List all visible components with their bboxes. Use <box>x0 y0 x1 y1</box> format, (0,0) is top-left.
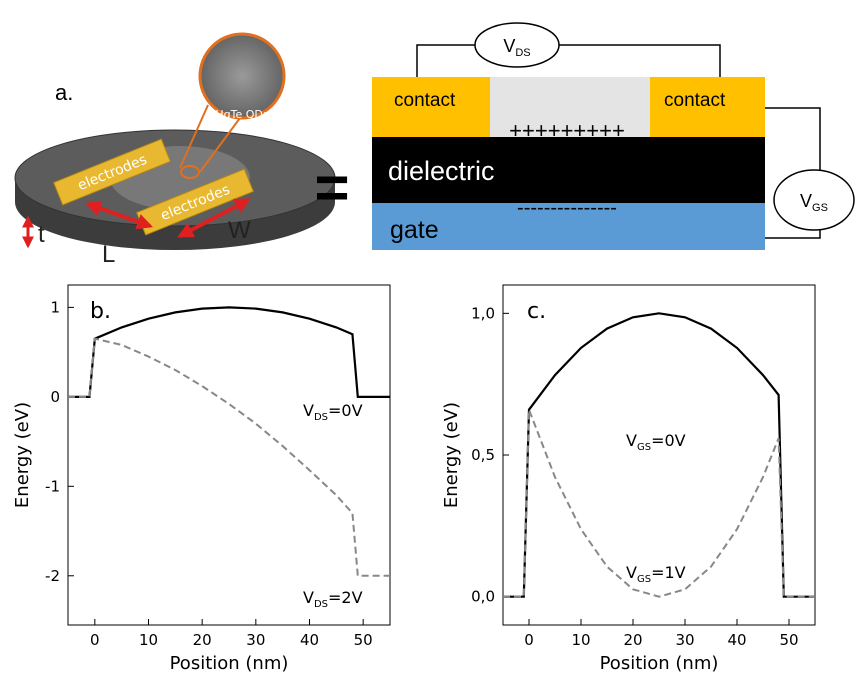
channel <box>490 77 650 137</box>
dielectric-layer <box>372 137 765 203</box>
voltage-symbol: V <box>800 191 812 211</box>
dimension-label: L <box>102 241 115 268</box>
x-axis-label: Position (nm) <box>170 653 289 674</box>
energy-curve <box>503 312 815 598</box>
annotation-symbol: V <box>626 563 637 582</box>
y-tick-label: -2 <box>45 567 60 585</box>
y-axis-label: Energy (eV) <box>441 402 462 508</box>
contact <box>372 77 490 137</box>
dimension-label: W <box>228 217 251 244</box>
x-axis-label: Position (nm) <box>600 653 719 674</box>
panel-label: a. <box>55 80 73 105</box>
annotation-value: =0V <box>651 431 686 450</box>
zoom-line <box>179 104 209 169</box>
dimension-label: t <box>38 221 45 248</box>
tem-inset <box>198 32 286 120</box>
y-tick-label: 0,5 <box>471 446 495 464</box>
x-tick-label: 30 <box>246 631 265 649</box>
y-tick-label: 1,0 <box>471 304 495 322</box>
width-arrow <box>177 198 251 238</box>
annotation-symbol: V <box>626 431 637 450</box>
vgs-source <box>773 169 855 231</box>
x-tick-label: 10 <box>139 631 158 649</box>
vgs-label: VGS <box>800 191 828 214</box>
x-tick-label: 30 <box>675 631 694 649</box>
contact-label: contact <box>664 90 726 111</box>
x-tick-label: 0 <box>524 631 534 649</box>
gate-layer <box>372 203 765 250</box>
annotation-subscript: GS <box>637 442 651 453</box>
annotation-subscript: GS <box>637 574 651 585</box>
positive-charges: +++++++++ <box>509 118 625 143</box>
vds-label: VDS <box>503 36 530 59</box>
y-axis-label: Energy (eV) <box>12 402 33 508</box>
sample-illustration: electrodes electrodes HgTe QDs t L W a. <box>14 32 336 268</box>
length-arrow <box>84 200 154 230</box>
dielectric-label: dielectric <box>388 156 495 186</box>
device-diagram: VDS VGS contact contact +++++++++ dielec… <box>372 22 855 250</box>
voltage-subscript: GS <box>812 202 828 214</box>
annotation-value: =0V <box>328 401 363 420</box>
curve-annotation: VDS=0V <box>303 401 363 423</box>
inset-label: HgTe QDs <box>215 108 268 121</box>
y-tick-label: 0 <box>50 388 60 406</box>
x-tick-label: 0 <box>90 631 100 649</box>
y-tick-label: -1 <box>45 477 60 495</box>
zoom-spot <box>180 165 200 179</box>
energy-curve <box>503 409 815 598</box>
wire <box>416 44 475 77</box>
wire <box>765 107 821 170</box>
voltage-subscript: DS <box>515 47 530 59</box>
x-tick-label: 40 <box>727 631 746 649</box>
energy-curve <box>68 337 390 577</box>
annotation-subscript: DS <box>314 599 328 610</box>
wire <box>765 230 821 239</box>
annotation-value: =2V <box>328 588 363 607</box>
panel-label: b. <box>90 299 111 324</box>
curve-annotation: VGS=0V <box>626 431 686 453</box>
annotation-symbol: V <box>303 401 314 420</box>
x-tick-label: 10 <box>571 631 590 649</box>
gate-label: gate <box>390 216 439 244</box>
x-tick-label: 50 <box>354 631 373 649</box>
contact <box>650 77 765 137</box>
panel-label: c. <box>527 299 546 324</box>
energy-curve <box>68 306 390 398</box>
annotation-subscript: DS <box>314 412 328 423</box>
curve-annotation: VGS=1V <box>626 563 686 585</box>
voltage-symbol: V <box>503 36 515 56</box>
y-tick-label: 0,0 <box>471 588 495 606</box>
equals: = <box>314 154 349 221</box>
x-tick-label: 40 <box>300 631 319 649</box>
y-tick-label: 1 <box>50 298 60 316</box>
x-tick-label: 50 <box>779 631 798 649</box>
x-tick-label: 20 <box>623 631 642 649</box>
annotation-symbol: V <box>303 588 314 607</box>
vds-source <box>474 22 560 68</box>
annotation-value: =1V <box>651 563 686 582</box>
contact-label: contact <box>394 90 456 111</box>
negative-charges: --------------- <box>517 197 617 219</box>
x-tick-label: 20 <box>193 631 212 649</box>
plot-frame <box>67 284 391 626</box>
curve-annotation: VDS=2V <box>303 588 363 610</box>
wire <box>559 44 721 77</box>
zoom-line <box>199 117 241 173</box>
